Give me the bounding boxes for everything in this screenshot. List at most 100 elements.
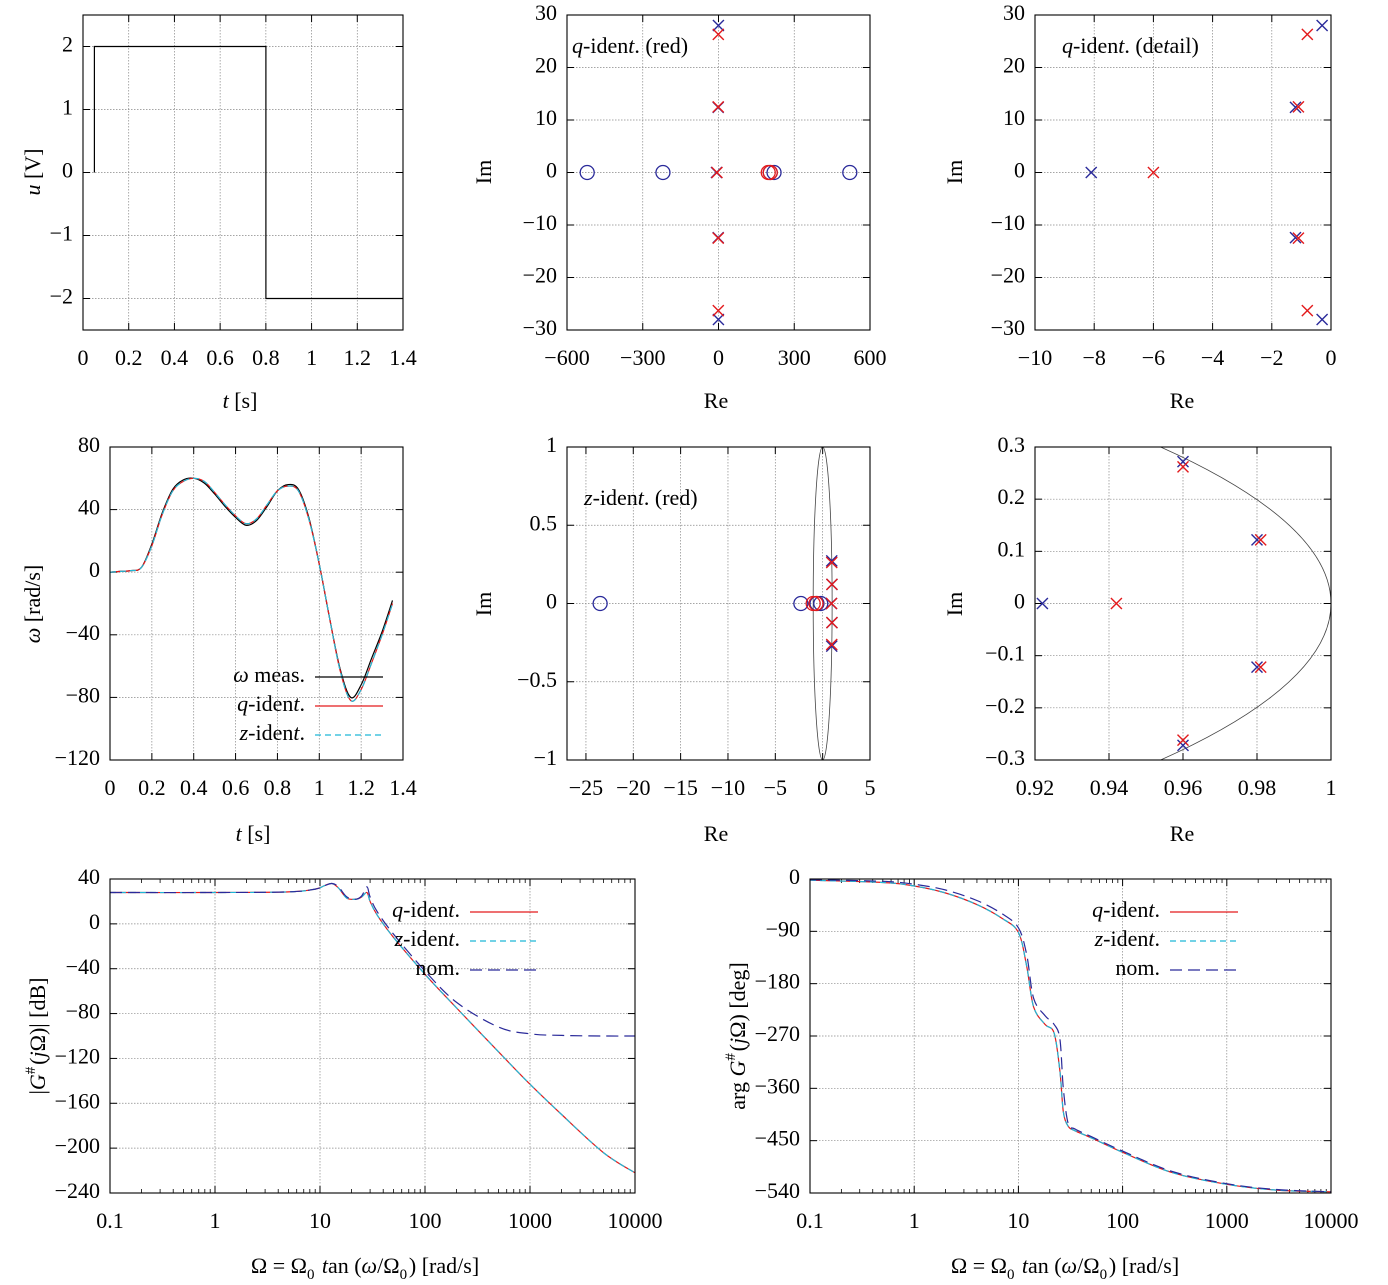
pole-zero-marker	[1316, 313, 1329, 326]
x-tick-label: 0	[817, 775, 828, 800]
plot-frame	[566, 14, 871, 331]
x-tick-label: 0.4	[180, 775, 208, 800]
x-axis-label: t [s]	[236, 821, 271, 846]
y-tick-label: 1	[546, 432, 557, 457]
chart-panel-3	[1034, 14, 1332, 331]
pole-zero-marker	[1177, 739, 1189, 752]
plot-annotation: z-ident. (red)	[583, 485, 698, 510]
pole-zero-marker	[762, 164, 778, 181]
x-tick-label: 0	[1326, 345, 1337, 370]
pole-zero-marker	[712, 304, 725, 317]
pole-zero-marker	[825, 556, 838, 569]
x-tick-label: −10	[711, 775, 745, 800]
x-tick-label: 10	[1007, 1208, 1029, 1233]
pole-zero-marker	[1292, 232, 1305, 245]
y-tick-label: −0.1	[985, 641, 1025, 666]
pole-zero-marker	[1085, 166, 1098, 179]
y-tick-label: 0	[789, 864, 800, 889]
y-tick-label: 0	[1014, 158, 1025, 183]
y-tick-label: 20	[535, 53, 557, 78]
pole-zero-marker	[1254, 533, 1267, 546]
pole-zero-marker	[813, 595, 829, 612]
pole-zero-marker	[842, 164, 858, 181]
y-tick-label: −0.2	[985, 693, 1025, 718]
y-tick-label: −20	[991, 263, 1025, 288]
y-tick-label: −0.3	[985, 745, 1025, 770]
chart-panel-2	[566, 14, 871, 331]
y-axis-label: Im	[942, 160, 967, 184]
y-axis-label: u [V]	[20, 148, 45, 195]
series-line-qident	[110, 882, 635, 1174]
y-tick-label: −1	[50, 221, 73, 246]
series-line-nom	[810, 879, 1331, 1193]
y-tick-label: 0	[62, 158, 73, 183]
chart-panel-8	[809, 878, 1332, 1194]
y-tick-label: 30	[1003, 0, 1025, 25]
y-tick-label: −30	[991, 315, 1025, 340]
y-tick-label: −200	[55, 1133, 100, 1158]
x-tick-label: 0.96	[1164, 775, 1203, 800]
x-tick-label: 300	[778, 345, 811, 370]
x-tick-label: 0.94	[1090, 775, 1129, 800]
series-line-1	[93, 45, 403, 300]
y-tick-label: −80	[66, 682, 100, 707]
y-tick-label: −30	[523, 315, 557, 340]
plot-frame	[809, 878, 1332, 1194]
y-tick-label: −90	[766, 916, 800, 941]
y-tick-label: −120	[55, 1043, 100, 1068]
plot-frame	[109, 446, 404, 761]
plot-annotation: q-ident. (red)	[572, 33, 688, 58]
chart-panel-4	[109, 446, 404, 761]
pole-zero-marker	[808, 595, 824, 612]
x-tick-label: 0.8	[252, 345, 280, 370]
x-tick-label: −25	[569, 775, 603, 800]
chart-panel-7	[109, 878, 636, 1194]
x-tick-label: 0.4	[161, 345, 189, 370]
y-axis-label: Im	[942, 592, 967, 616]
x-tick-label: 0.2	[138, 775, 166, 800]
y-axis-label: ω [rad/s]	[20, 565, 45, 643]
pole-zero-marker	[825, 597, 838, 610]
y-tick-label: −270	[755, 1021, 800, 1046]
pole-zero-marker	[1316, 19, 1329, 32]
x-tick-label: −10	[1018, 345, 1052, 370]
plot-frame	[566, 446, 871, 761]
x-tick-label: 100	[1106, 1208, 1139, 1233]
plot-frame	[82, 14, 404, 331]
pole-zero-marker	[1110, 597, 1123, 610]
pole-zero-marker	[1289, 231, 1302, 244]
y-axis-label: Im	[471, 160, 496, 184]
pole-zero-marker	[1292, 100, 1305, 113]
x-tick-label: 1000	[1205, 1208, 1249, 1233]
y-tick-label: 0	[546, 589, 557, 614]
y-tick-label: −10	[991, 210, 1025, 235]
y-tick-label: −40	[66, 620, 100, 645]
series-line-zident	[110, 882, 635, 1174]
chart-panel-6	[1034, 446, 1332, 761]
pole-zero-marker	[592, 595, 608, 612]
x-axis-label: t [s]	[223, 388, 258, 413]
pole-zero-marker	[712, 232, 725, 245]
y-axis-label: arg G# (jΩ) [deg]	[723, 962, 750, 1109]
pole-zero-marker	[579, 164, 595, 181]
legend-label: nom.	[415, 955, 460, 980]
y-tick-label: −160	[55, 1088, 100, 1113]
legend-label: z-ident.	[1094, 926, 1160, 951]
x-tick-label: 0	[713, 345, 724, 370]
x-tick-label: 0.1	[796, 1208, 824, 1233]
pole-zero-marker	[825, 616, 838, 629]
pole-zero-marker	[793, 595, 809, 612]
y-tick-label: −540	[755, 1178, 800, 1203]
x-tick-label: −20	[616, 775, 650, 800]
y-tick-label: 20	[1003, 53, 1025, 78]
x-axis-label: Re	[1170, 388, 1194, 413]
pole-zero-marker	[655, 164, 671, 181]
x-tick-label: 10000	[608, 1208, 663, 1233]
x-tick-label: 0.98	[1238, 775, 1277, 800]
x-tick-label: 1.2	[344, 345, 372, 370]
x-tick-label: 1	[314, 775, 325, 800]
pole-zero-marker	[1301, 304, 1314, 317]
plot-frame	[1034, 14, 1332, 331]
y-tick-label: −0.5	[517, 667, 557, 692]
